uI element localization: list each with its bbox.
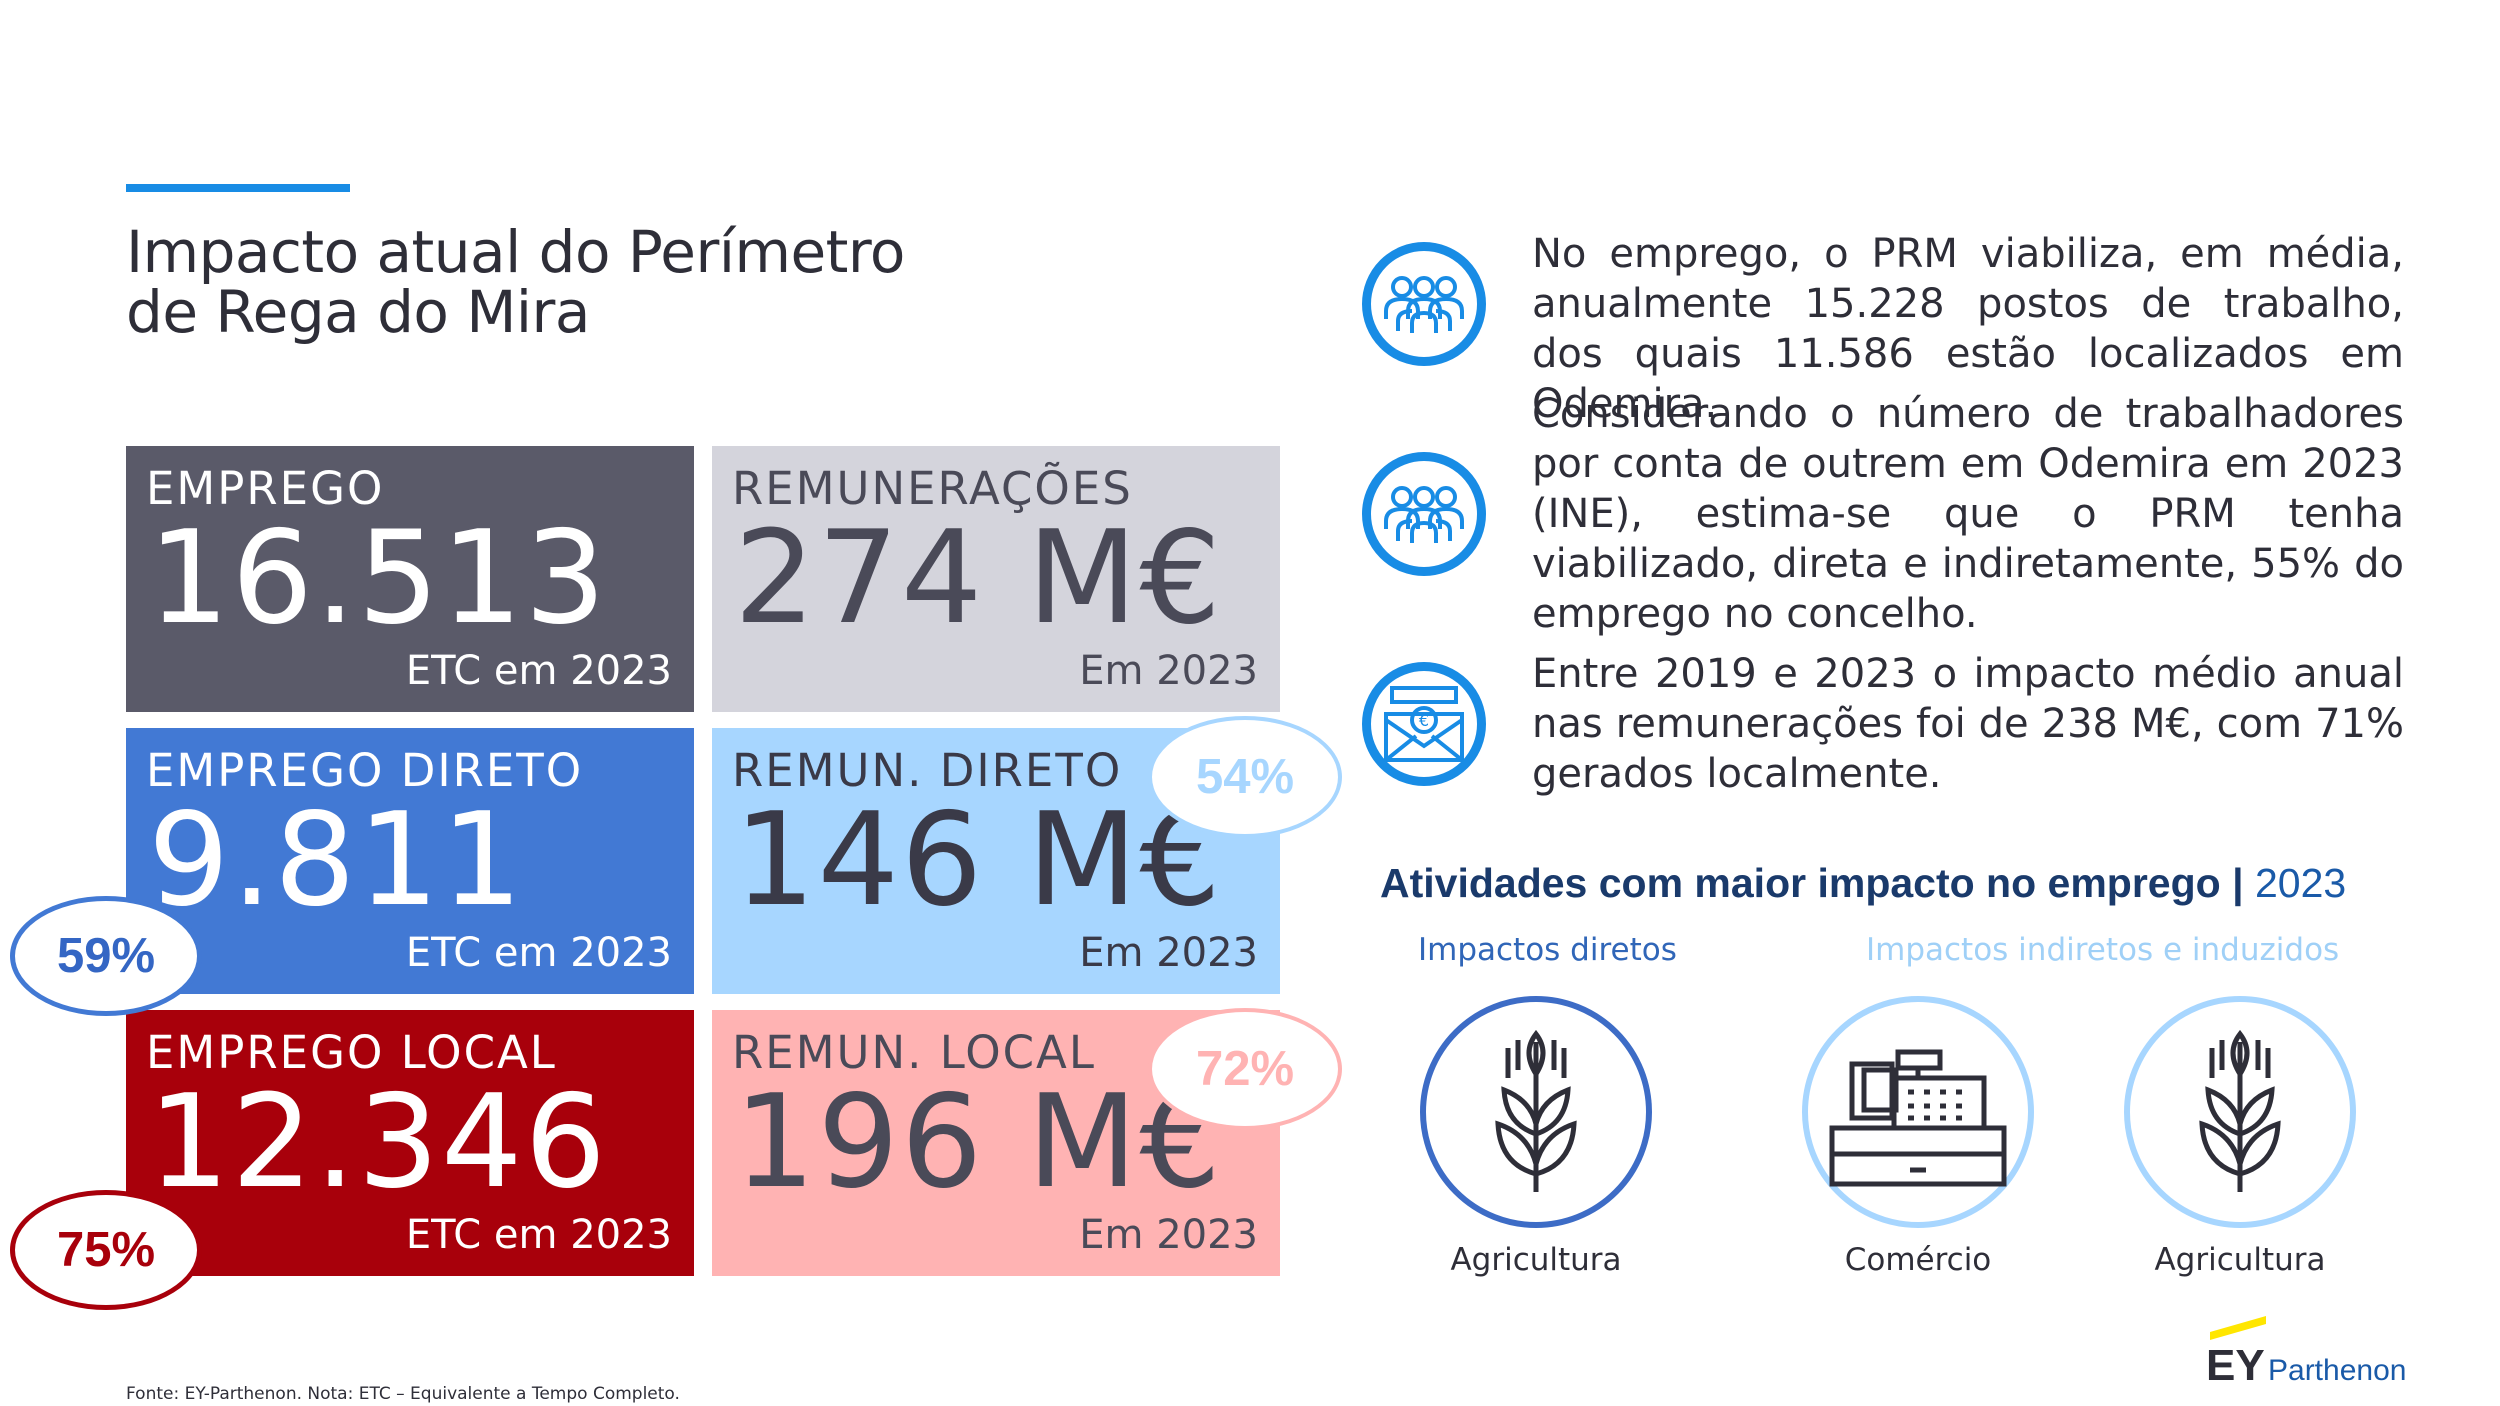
card-remun-direto-label: REMUN. DIRETO [732,744,1123,797]
card-remun-local-unit: Em 2023 [1079,1212,1258,1258]
card-emprego-local-label: EMPREGO LOCAL [146,1026,557,1079]
card-emprego-local-unit: ETC em 2023 [405,1212,672,1258]
card-emprego-unit: ETC em 2023 [405,648,672,694]
card-emprego-direto-label: EMPREGO DIRETO [146,744,584,797]
activity-label-direct: Agricultura [1450,1242,1622,1278]
card-remun-direto-value: 146 M€ [734,786,1223,935]
activity-label-indirect-1: Comércio [1844,1242,1992,1278]
page-title-line2: de Rega do Mira [126,278,590,346]
wheat-icon [1495,1029,1577,1192]
card-remuneracoes-label: REMUNERAÇÕES [732,462,1133,515]
svg-text:€: € [1419,711,1429,730]
paragraph-employment: No emprego, o PRM viabiliza, em média, a… [1532,231,2404,427]
wheat-icon [2199,1029,2281,1192]
share-badge-remun-local-text: 72% [1195,1042,1295,1096]
indirect-impacts-label: Impactos indiretos e induzidos [1866,932,2340,968]
card-emprego-direto-unit: ETC em 2023 [405,930,672,976]
card-emprego-label: EMPREGO [146,462,385,515]
paragraph-remuneration: Entre 2019 e 2023 o impacto médio anual … [1532,651,2404,797]
page-title-line1: Impacto atual do Perímetro [126,218,905,286]
activities-title: Atividades com maior impacto no emprego … [1380,860,2346,907]
card-remuneracoes-value: 274 M€ [734,504,1223,653]
direct-impacts-label: Impactos diretos [1418,932,1677,968]
card-remun-direto-unit: Em 2023 [1079,930,1258,976]
activities-title-separator: | [2232,860,2244,906]
activity-circle-indirect-2 [2124,996,2356,1228]
share-badge-emprego-local: 75% [10,1190,202,1310]
share-badge-emprego-local-text: 75% [56,1223,156,1277]
ey-parthenon-logo: EY Parthenon [2200,1310,2410,1390]
card-remuneracoes: REMUNERAÇÕES 274 M€ Em 2023 [712,446,1280,712]
card-emprego-direto-value: 9.811 [148,786,525,935]
card-remuneracoes-unit: Em 2023 [1079,648,1258,694]
activity-circle-direct [1420,996,1652,1228]
activity-label-indirect-2: Agricultura [2154,1242,2326,1278]
share-badge-emprego-direto: 59% [10,896,202,1016]
paragraph-workers: Considerando o número de trabalhadores p… [1532,391,2404,637]
people-group-icon [1362,242,1486,366]
card-emprego: EMPREGO 16.513 ETC em 2023 [126,446,694,712]
share-badge-remun-direto-text: 54% [1195,750,1295,804]
people-group-icon [1362,452,1486,576]
euro-envelope-icon: € [1362,662,1486,786]
page-title: Impacto atual do Perímetro de Rega do Mi… [126,222,905,342]
share-badge-emprego-direto-text: 59% [56,929,156,983]
activities-title-year: 2023 [2254,860,2347,906]
card-remun-local-label: REMUN. LOCAL [732,1026,1096,1079]
card-emprego-local-value: 12.346 [148,1068,608,1217]
share-badge-remun-direto: 54% [1148,716,1342,838]
source-note: Fonte: EY-Parthenon. Nota: ETC – Equival… [126,1384,680,1404]
card-emprego-direto: EMPREGO DIRETO 9.811 ETC em 2023 [126,728,694,994]
card-emprego-value: 16.513 [148,504,608,653]
activities-title-text: Atividades com maior impacto no emprego [1380,860,2221,906]
logo-brand: EY [2206,1341,2265,1384]
logo-sub: Parthenon [2268,1354,2406,1384]
cash-register-icon [1829,1049,2007,1187]
title-accent-line [126,184,350,192]
card-remun-local-value: 196 M€ [734,1068,1223,1217]
card-emprego-local: EMPREGO LOCAL 12.346 ETC em 2023 [126,1010,694,1276]
share-badge-remun-local: 72% [1148,1008,1342,1130]
activity-circle-indirect-1 [1802,996,2034,1228]
